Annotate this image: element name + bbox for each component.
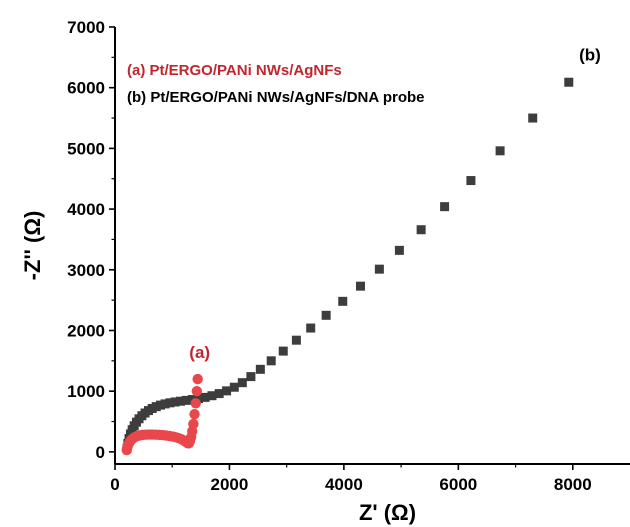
series-b-point	[160, 399, 170, 409]
series-b-point	[321, 310, 331, 320]
x-tick-label: 2000	[211, 475, 249, 494]
series-a-point	[191, 385, 203, 397]
y-tick-label: 4000	[67, 200, 105, 219]
y-tick-label: 1000	[67, 382, 105, 401]
annotation-b: (b)	[579, 45, 601, 64]
series-b-point	[306, 323, 316, 333]
series-b-point	[416, 225, 426, 235]
x-tick-label: 8000	[554, 475, 592, 494]
series-b-point	[165, 398, 175, 408]
annotation-a: (a)	[189, 343, 210, 362]
series-b-point	[374, 264, 384, 274]
series-b-point	[466, 176, 476, 186]
series-b-point	[338, 296, 348, 306]
series-b-point	[194, 394, 204, 404]
series-b-point	[222, 386, 232, 396]
series-a-point	[189, 409, 200, 420]
series-b-point	[255, 364, 265, 374]
series-b-point	[155, 400, 165, 410]
legend-entry-b: (b) Pt/ERGO/PANi NWs/AgNFs/DNA probe	[127, 89, 425, 106]
series-b-point	[266, 356, 276, 366]
series-b-point	[278, 346, 288, 356]
series-b-point	[495, 146, 505, 156]
series-b-point	[246, 372, 256, 382]
y-tick-label: 6000	[67, 79, 105, 98]
series-b-point	[229, 382, 239, 392]
series-b-point	[291, 335, 301, 345]
x-axis-ticks: 0 2000 4000 6000 8000	[110, 464, 592, 494]
series-b-point	[394, 245, 404, 255]
x-tick-label: 0	[110, 475, 119, 494]
series-b-point	[207, 391, 217, 401]
series-b-point	[528, 113, 538, 123]
y-tick-label: 5000	[67, 139, 105, 158]
legend-entry-a: (a) Pt/ERGO/PANi NWs/AgNFs	[127, 62, 342, 79]
series-a-point	[190, 398, 201, 409]
series-b-point	[170, 397, 180, 407]
x-axis-title: Z' (Ω)	[359, 500, 416, 525]
series-b-point	[181, 395, 191, 405]
series-b-point	[176, 396, 186, 406]
y-tick-label: 2000	[67, 321, 105, 340]
y-axis-title: -Z'' (Ω)	[20, 211, 45, 281]
series-b-point	[564, 77, 574, 87]
series-b-point	[200, 392, 210, 402]
series-a-points	[121, 373, 203, 456]
x-tick-label: 6000	[439, 475, 477, 494]
x-tick-label: 4000	[325, 475, 363, 494]
y-axis-ticks: 0 1000 2000 3000 4000 5000 6000 7000	[67, 18, 115, 462]
series-b-point	[214, 389, 224, 399]
series-b-points	[122, 77, 574, 453]
series-a-point	[188, 418, 199, 430]
series-b-point	[237, 378, 247, 388]
series-a-point	[192, 373, 203, 385]
y-tick-label: 7000	[67, 18, 105, 37]
y-tick-label: 0	[96, 443, 105, 462]
series-b-point	[440, 202, 450, 212]
y-tick-label: 3000	[67, 261, 105, 280]
series-b-point	[355, 281, 365, 291]
legend: (a) Pt/ERGO/PANi NWs/AgNFs (b) Pt/ERGO/P…	[127, 62, 425, 106]
